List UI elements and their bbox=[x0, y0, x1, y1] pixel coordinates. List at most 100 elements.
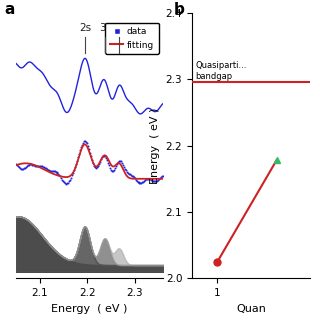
Point bbox=[138, 180, 143, 186]
Point bbox=[156, 178, 161, 183]
Text: 2s: 2s bbox=[79, 23, 91, 33]
Point bbox=[29, 162, 34, 167]
X-axis label: Energy  ( eV ): Energy ( eV ) bbox=[52, 304, 128, 314]
Point bbox=[67, 179, 72, 184]
Point bbox=[112, 166, 117, 171]
Point bbox=[128, 172, 133, 177]
Point bbox=[136, 180, 141, 185]
Point bbox=[30, 162, 35, 167]
Point bbox=[137, 180, 142, 186]
Point bbox=[161, 173, 166, 178]
Text: 4s: 4s bbox=[113, 23, 125, 33]
Point bbox=[150, 178, 155, 183]
Point bbox=[18, 166, 23, 172]
Point bbox=[153, 179, 158, 184]
Point bbox=[37, 164, 42, 169]
Point bbox=[83, 138, 88, 143]
Point bbox=[109, 168, 114, 173]
Point bbox=[149, 177, 154, 182]
Point bbox=[126, 171, 131, 176]
Point bbox=[105, 160, 110, 165]
Point bbox=[15, 164, 20, 169]
Point bbox=[14, 163, 20, 168]
Point bbox=[106, 163, 111, 168]
Point bbox=[27, 162, 32, 167]
Point bbox=[78, 148, 83, 153]
Point bbox=[66, 180, 71, 185]
Point bbox=[65, 181, 70, 186]
Point bbox=[84, 139, 89, 144]
Point bbox=[77, 151, 82, 156]
Point bbox=[151, 179, 156, 184]
Point bbox=[86, 146, 92, 151]
Point bbox=[125, 170, 130, 175]
Point bbox=[146, 176, 151, 181]
Point bbox=[107, 165, 112, 171]
Point bbox=[34, 164, 39, 169]
Point bbox=[28, 162, 33, 167]
Point bbox=[45, 167, 50, 172]
Point bbox=[79, 145, 84, 150]
Point bbox=[69, 175, 74, 180]
Point bbox=[158, 176, 163, 181]
Point bbox=[142, 178, 147, 183]
Point bbox=[159, 175, 164, 180]
Point bbox=[62, 180, 67, 185]
Point bbox=[152, 179, 157, 184]
Point bbox=[93, 165, 99, 170]
Point bbox=[51, 169, 56, 174]
Point bbox=[50, 169, 55, 174]
Point bbox=[72, 168, 77, 173]
Point bbox=[24, 164, 29, 169]
Point bbox=[60, 177, 65, 182]
Point bbox=[58, 174, 63, 179]
Point bbox=[52, 169, 57, 174]
Point bbox=[64, 181, 69, 186]
Point bbox=[135, 179, 140, 184]
Point bbox=[147, 176, 152, 181]
Point bbox=[104, 157, 109, 162]
Point bbox=[61, 179, 66, 184]
Point bbox=[90, 157, 95, 163]
Point bbox=[145, 176, 150, 181]
Point bbox=[94, 164, 100, 170]
Point bbox=[130, 174, 135, 179]
Point bbox=[26, 162, 31, 167]
Point bbox=[92, 163, 97, 168]
Point bbox=[96, 161, 101, 166]
Point bbox=[42, 165, 47, 170]
Point bbox=[118, 159, 123, 164]
Point bbox=[46, 168, 51, 173]
Point bbox=[23, 164, 28, 169]
Point bbox=[81, 140, 86, 145]
Point bbox=[43, 166, 48, 171]
Point bbox=[102, 154, 108, 159]
Text: a: a bbox=[4, 2, 15, 17]
Point bbox=[92, 164, 98, 170]
Point bbox=[20, 166, 26, 172]
Point bbox=[157, 177, 162, 182]
Point bbox=[116, 159, 121, 164]
Point bbox=[144, 177, 149, 182]
Point bbox=[154, 179, 159, 184]
Point bbox=[76, 155, 81, 160]
Point bbox=[57, 172, 62, 177]
Point bbox=[13, 161, 19, 166]
Point bbox=[80, 142, 85, 147]
Point bbox=[100, 155, 105, 160]
Point bbox=[54, 169, 59, 174]
Y-axis label: Energy  ( eV ): Energy ( eV ) bbox=[150, 108, 160, 184]
Point bbox=[134, 178, 139, 183]
Point bbox=[133, 177, 138, 182]
Point bbox=[59, 175, 64, 180]
Point bbox=[74, 161, 79, 166]
Point bbox=[44, 166, 49, 172]
Point bbox=[129, 173, 134, 178]
Point bbox=[82, 139, 87, 144]
Point bbox=[70, 173, 75, 178]
Point bbox=[120, 162, 125, 167]
Point bbox=[91, 161, 96, 166]
Point bbox=[141, 179, 146, 184]
Point bbox=[113, 164, 118, 169]
Point bbox=[39, 164, 44, 169]
